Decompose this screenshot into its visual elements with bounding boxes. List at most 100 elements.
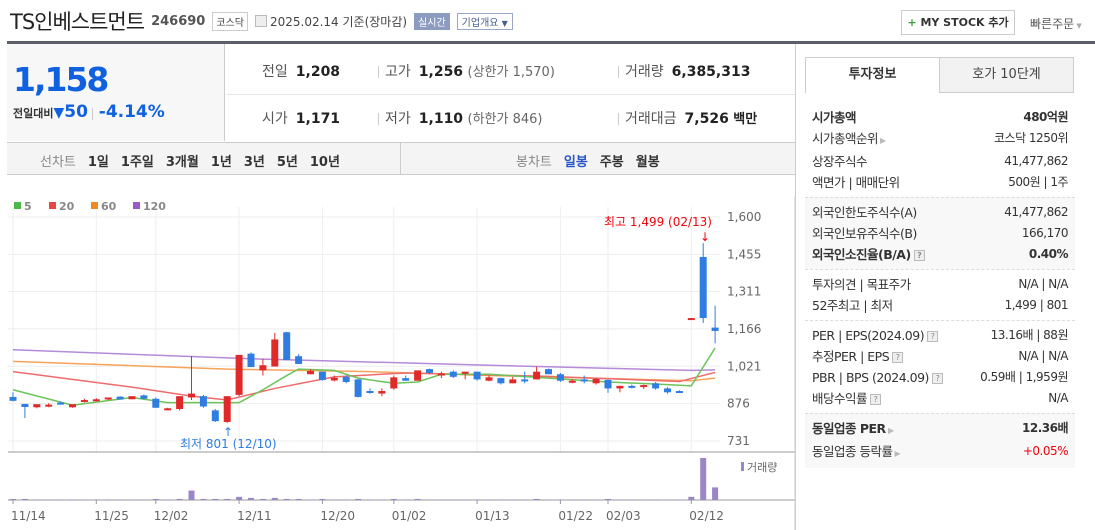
- volume-bar: [545, 499, 552, 500]
- volume-bar: [557, 499, 564, 500]
- help-icon[interactable]: ?: [870, 394, 882, 405]
- volume-bar: [212, 498, 219, 500]
- header-row: TS인베스트먼트 246690 코스닥 2025.02.14 기준(장마감) 실…: [10, 6, 513, 36]
- arrow-up-icon: ↑: [223, 425, 233, 439]
- info-group: 외국인한도주식수(A) 41,477,862 외국인보유주식수(B) 166,170 외…: [805, 197, 1075, 269]
- quick-order-dropdown[interactable]: 빠른주문 ▼: [1030, 15, 1082, 32]
- change-rate: -4.14%: [98, 102, 165, 122]
- volume-bar: [712, 487, 719, 500]
- candle-body: [354, 379, 362, 397]
- tab-1y[interactable]: 1년: [210, 155, 232, 170]
- y-tick-label: 731: [727, 434, 750, 448]
- candle-body: [271, 339, 279, 367]
- date-text: 2025.02.14 기준(장마감): [254, 13, 407, 30]
- info-value: N/A | N/A: [1018, 277, 1068, 291]
- info-key: 시가총액: [812, 110, 857, 125]
- tab-daily[interactable]: 일봉: [563, 155, 588, 170]
- candle-body: [295, 356, 303, 364]
- open-price: 시가 1,171: [262, 108, 340, 128]
- candle-body: [437, 373, 445, 376]
- tab-1w[interactable]: 1주일: [120, 155, 154, 170]
- candle-body: [616, 385, 624, 389]
- candle-body: [497, 378, 505, 384]
- volume-bar: [521, 499, 528, 500]
- candle-body: [556, 374, 564, 381]
- tab-investment-info[interactable]: 투자정보: [805, 57, 940, 93]
- low-label: 저가: [385, 111, 411, 127]
- help-icon[interactable]: ?: [931, 373, 943, 384]
- candle-body: [164, 408, 172, 411]
- candle-body: [402, 378, 410, 381]
- tab-monthly[interactable]: 월봉: [635, 155, 660, 170]
- tab-order-book[interactable]: 호가 10단계: [939, 57, 1074, 93]
- help-icon[interactable]: ?: [927, 331, 939, 342]
- amount-unit: 백만: [733, 112, 758, 127]
- down-triangle-icon: ▼: [53, 105, 65, 121]
- volume-bar: [688, 496, 695, 500]
- candle-body: [366, 391, 374, 394]
- tab-3y[interactable]: 3년: [243, 155, 265, 170]
- calendar-icon: [254, 15, 267, 27]
- line-chart-label: 선차트: [40, 155, 76, 170]
- candle-body: [92, 399, 100, 402]
- candle-chart-tabs: 봉차트 일봉 주봉 월봉: [516, 151, 660, 170]
- candle-body: [307, 370, 314, 375]
- divider: [618, 113, 619, 125]
- tab-1d[interactable]: 1일: [87, 155, 109, 170]
- x-tick-label: 12/02: [154, 509, 189, 523]
- realtime-button[interactable]: 실시간: [414, 12, 450, 30]
- open-label: 시가: [262, 111, 288, 127]
- volume-bar: [200, 498, 207, 500]
- info-row[interactable]: 동일업종 PER ▶ 12.36배: [805, 418, 1075, 441]
- chart-period-bar: [7, 142, 795, 175]
- plus-icon: +: [907, 16, 917, 29]
- arrow-down-icon: ↓: [700, 230, 710, 244]
- tab-5y[interactable]: 5년: [276, 155, 298, 170]
- tab-3m[interactable]: 3개월: [165, 155, 199, 170]
- info-value: 0.40%: [1028, 247, 1069, 261]
- info-value: 500원 | 1주: [1008, 175, 1068, 189]
- tab-10y[interactable]: 10년: [309, 155, 340, 170]
- info-row: 외국인보유주식수(B) 166,170: [805, 223, 1075, 244]
- y-tick-label: 1,600: [727, 210, 761, 224]
- header-divider: [7, 41, 1095, 44]
- candle-body: [664, 388, 671, 393]
- info-row[interactable]: 시가총액순위 ▶ 코스닥 1250위: [805, 128, 1075, 151]
- info-value: 41,477,862: [1004, 154, 1068, 168]
- add-my-stock-button[interactable]: + MY STOCK 추가: [901, 10, 1015, 35]
- volume-bar: [664, 499, 671, 500]
- candle-body: [461, 371, 469, 374]
- info-value: 1,499 | 801: [1004, 298, 1069, 312]
- info-group: 시가총액 480억원 시가총액순위 ▶ 코스닥 1250위 상장주식수 41,477,86…: [805, 103, 1075, 197]
- candle-body: [223, 396, 231, 422]
- volume-bar: [224, 498, 231, 500]
- info-key: 동일업종 등락률 ▶: [812, 444, 901, 459]
- candle-body: [33, 404, 41, 408]
- candle-body: [640, 385, 648, 388]
- tab-weekly[interactable]: 주봉: [599, 155, 624, 170]
- help-icon[interactable]: ?: [892, 352, 904, 363]
- info-row: 외국인한도주식수(A) 41,477,862: [805, 202, 1075, 223]
- candle-body: [9, 396, 17, 401]
- candle-body: [342, 376, 350, 382]
- candle-body: [199, 396, 207, 407]
- prev-close: 전일 1,208: [262, 61, 340, 81]
- volume-legend-label: 거래량: [747, 461, 777, 474]
- volume-bar: [605, 498, 611, 500]
- candle-body: [485, 377, 493, 381]
- volume-bar: [462, 499, 469, 500]
- volume: 거래량 6,385,313: [618, 61, 750, 81]
- volume-legend-swatch: [741, 462, 744, 471]
- volume-bar: [295, 498, 302, 500]
- x-tick-label: 12/20: [320, 509, 355, 523]
- info-row[interactable]: 동일업종 등락률 ▶ +0.05%: [805, 441, 1075, 464]
- volume-bar: [69, 499, 76, 500]
- candle-body: [628, 385, 636, 388]
- help-icon[interactable]: ?: [913, 250, 925, 261]
- info-value: +0.05%: [1022, 444, 1069, 458]
- open-value: 1,171: [295, 111, 341, 127]
- volume-bar: [10, 498, 16, 500]
- price-box: [7, 44, 225, 141]
- corp-info-dropdown[interactable]: 기업개요 ▼: [456, 12, 513, 30]
- legend-swatch-120: [133, 202, 140, 209]
